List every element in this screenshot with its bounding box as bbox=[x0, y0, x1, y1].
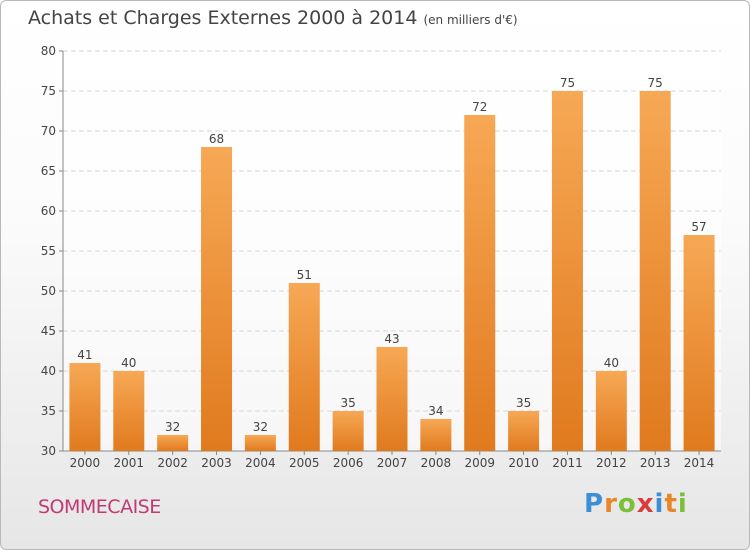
data-label: 68 bbox=[209, 132, 224, 146]
bar bbox=[551, 91, 583, 451]
y-tick-label: 40 bbox=[41, 364, 56, 378]
y-tick-label: 60 bbox=[41, 204, 56, 218]
x-tick-label: 2002 bbox=[157, 456, 188, 470]
bar bbox=[376, 347, 408, 451]
data-label: 35 bbox=[340, 396, 355, 410]
y-tick-label: 55 bbox=[41, 244, 56, 258]
x-tick-label: 2012 bbox=[596, 456, 627, 470]
data-label: 51 bbox=[297, 268, 312, 282]
chart-unit: (en milliers d'€) bbox=[423, 13, 518, 27]
x-tick-label: 2000 bbox=[70, 456, 101, 470]
chart-title: Achats et Charges Externes 2000 à 2014 (e… bbox=[28, 7, 518, 29]
bar bbox=[332, 411, 364, 451]
x-tick-label: 2003 bbox=[201, 456, 232, 470]
data-label: 72 bbox=[472, 100, 487, 114]
data-label: 41 bbox=[77, 348, 92, 362]
bar bbox=[244, 435, 276, 451]
data-label: 34 bbox=[428, 404, 443, 418]
x-tick-label: 2004 bbox=[245, 456, 276, 470]
data-label: 75 bbox=[648, 76, 663, 90]
x-tick-label: 2009 bbox=[464, 456, 495, 470]
x-tick-label: 2005 bbox=[289, 456, 320, 470]
bar bbox=[288, 283, 320, 451]
city-name: SOMMECAISE bbox=[38, 496, 161, 518]
x-tick-label: 2014 bbox=[684, 456, 715, 470]
data-label: 43 bbox=[384, 332, 399, 346]
proxiti-logo: Proxiti bbox=[584, 489, 688, 519]
bar bbox=[157, 435, 189, 451]
data-label: 32 bbox=[165, 420, 180, 434]
data-label: 40 bbox=[121, 356, 136, 370]
data-label: 32 bbox=[253, 420, 268, 434]
bar bbox=[420, 419, 452, 451]
bar bbox=[201, 147, 233, 451]
y-tick-label: 35 bbox=[41, 404, 56, 418]
bar bbox=[69, 363, 101, 451]
chart-title-text: Achats et Charges Externes 2000 à 2014 bbox=[28, 7, 418, 29]
x-tick-label: 2010 bbox=[508, 456, 539, 470]
data-label: 40 bbox=[604, 356, 619, 370]
y-tick-label: 70 bbox=[41, 124, 56, 138]
y-tick-label: 50 bbox=[41, 284, 56, 298]
bar bbox=[464, 115, 496, 451]
y-tick-label: 30 bbox=[41, 444, 56, 458]
bar bbox=[683, 235, 715, 451]
bar bbox=[639, 91, 671, 451]
x-tick-label: 2008 bbox=[421, 456, 452, 470]
bar bbox=[113, 371, 145, 451]
x-tick-label: 2011 bbox=[552, 456, 583, 470]
x-tick-label: 2013 bbox=[640, 456, 671, 470]
x-tick-label: 2007 bbox=[377, 456, 408, 470]
y-tick-label: 75 bbox=[41, 84, 56, 98]
y-tick-label: 80 bbox=[41, 44, 56, 58]
y-tick-label: 45 bbox=[41, 324, 56, 338]
bar bbox=[508, 411, 540, 451]
data-label: 75 bbox=[560, 76, 575, 90]
data-label: 35 bbox=[516, 396, 531, 410]
bar bbox=[595, 371, 627, 451]
x-tick-label: 2001 bbox=[114, 456, 145, 470]
x-tick-label: 2006 bbox=[333, 456, 364, 470]
y-tick-label: 65 bbox=[41, 164, 56, 178]
data-label: 57 bbox=[691, 220, 706, 234]
